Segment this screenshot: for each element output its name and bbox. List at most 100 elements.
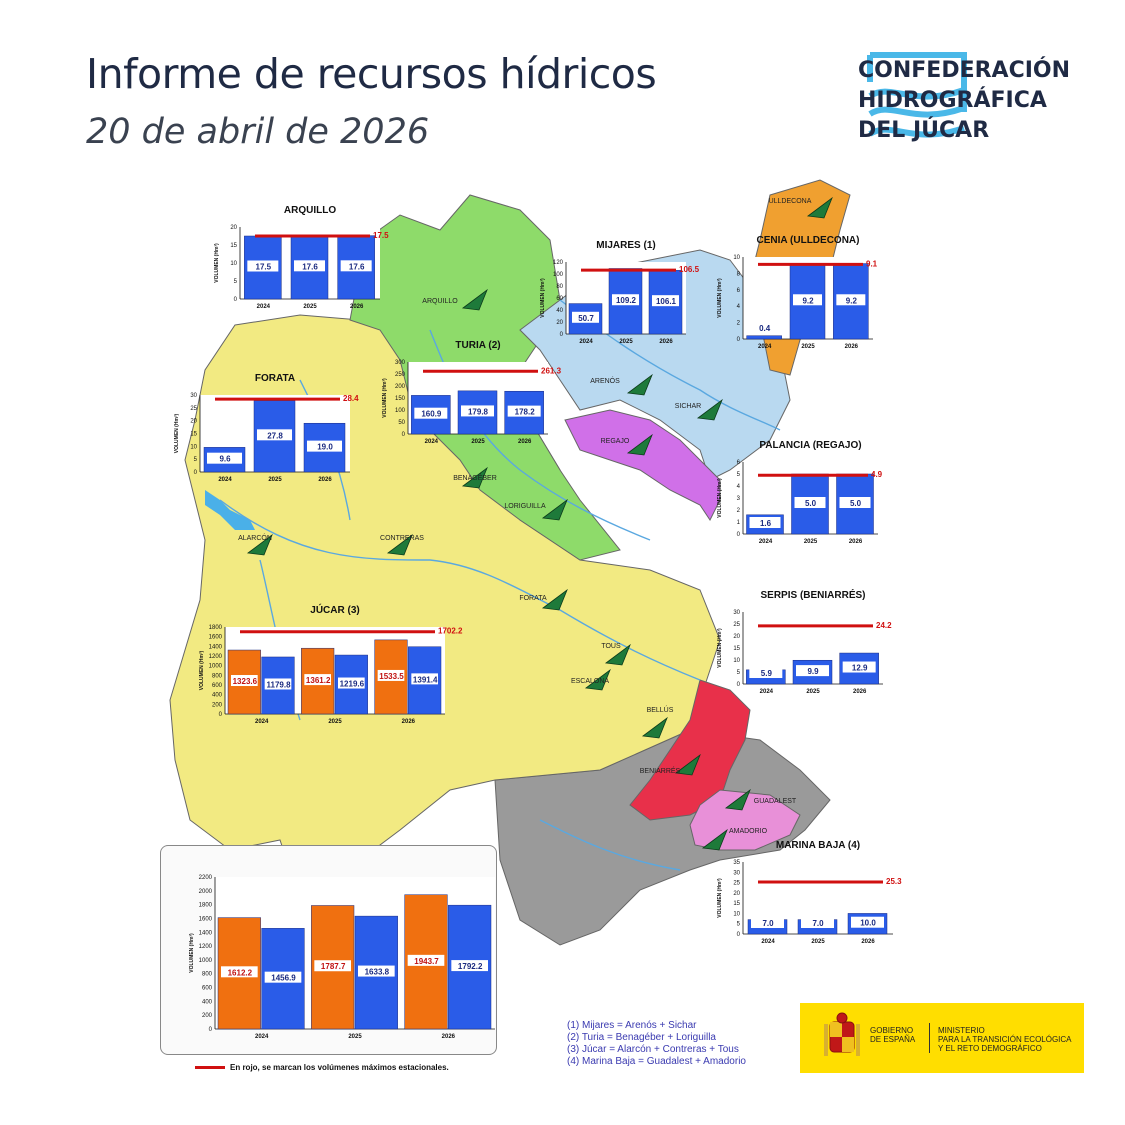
y-tick-label: 100	[553, 272, 564, 278]
data-label: 160.9	[421, 410, 442, 419]
data-label-box	[749, 517, 781, 528]
chart-title: CENIA (ULLDECONA)	[757, 235, 860, 246]
x-tick-label: 2026	[318, 477, 332, 483]
data-label: 9.2	[846, 296, 858, 305]
reservoir-label: AMADORIO	[729, 828, 768, 835]
data-label-box	[572, 311, 599, 323]
reservoir-marker-icon	[641, 716, 668, 739]
y-tick-label: 10	[190, 444, 197, 450]
y-tick-label: 5	[737, 670, 741, 676]
data-label: 19.0	[317, 443, 333, 452]
data-label-box	[839, 497, 871, 508]
y-tick-label: 100	[395, 408, 406, 414]
chart-arquillo: ARQUILLO 0 5 10 15 20 VOLUMEN (Hm³) 17.5 2024 17.…	[214, 205, 389, 310]
x-tick-label: 2025	[471, 439, 485, 445]
data-label-box	[652, 295, 679, 307]
y-axis-label: VOLUMEN (Hm³)	[214, 243, 220, 283]
data-label: 17.6	[302, 262, 318, 271]
y-tick-label: 30	[190, 393, 197, 399]
y-tick-label: 25	[190, 406, 197, 412]
x-tick-label: 2026	[659, 339, 673, 345]
reservoir-marker-icon	[806, 196, 833, 219]
data-label: 0.4	[759, 324, 771, 333]
y-tick-label: 15	[733, 646, 740, 652]
region-marina	[689, 789, 801, 851]
y-tick-label: 0	[402, 432, 406, 438]
reservoir-marker-icon	[604, 643, 631, 666]
x-tick-label: 2025	[268, 477, 282, 483]
reservoir-label: ALARCÓN	[238, 533, 272, 542]
summary-chart-panel	[160, 845, 497, 1055]
x-tick-label: 2025	[328, 719, 342, 725]
max-volume-label: 106.5	[679, 265, 700, 274]
y-tick-label: 2	[737, 321, 741, 327]
chart-title: JÚCAR (3)	[310, 603, 359, 616]
data-label: 7.0	[762, 919, 774, 928]
chart-title: SERPIS (BENIARRÉS)	[760, 588, 865, 601]
chart-jucar: JÚCAR (3) 0 200 400 600 800 1000 1200 1400 1600 18…	[199, 603, 463, 725]
gobierno-text: GOBIERNO DE ESPAÑA	[870, 1026, 916, 1044]
x-tick-label: 2024	[758, 344, 772, 350]
data-label-box	[801, 917, 834, 928]
max-volume-label: 9.1	[866, 259, 878, 268]
reservoir-marker-icon	[584, 668, 611, 691]
max-volume-label: 261.3	[541, 366, 562, 375]
x-tick-label: 2024	[425, 439, 439, 445]
y-tick-label: 10	[230, 261, 237, 267]
y-axis-label: VOLUMEN (Hm³)	[174, 413, 180, 453]
x-tick-label: 2025	[811, 939, 825, 945]
x-tick-label: 2024	[760, 689, 774, 695]
data-label: 17.6	[349, 262, 365, 271]
data-label-box	[612, 294, 639, 306]
x-tick-label: 2026	[402, 719, 416, 725]
y-tick-label: 60	[556, 296, 563, 302]
y-tick-label: 120	[553, 260, 564, 266]
data-label-box	[264, 678, 292, 690]
data-label: 27.8	[267, 431, 283, 440]
data-label: 1.6	[760, 519, 772, 528]
y-tick-label: 10	[733, 658, 740, 664]
reservoir-label: SICHAR	[675, 403, 701, 410]
y-tick-label: 40	[556, 308, 563, 314]
max-volume-legend-note: En rojo, se marcan los volúmenes máximos…	[230, 1063, 449, 1072]
data-label: 1323.6	[233, 677, 258, 686]
data-label: 17.5	[256, 263, 272, 272]
data-label: 9.6	[219, 455, 231, 464]
data-label-box	[411, 673, 438, 685]
data-label-box	[231, 675, 258, 687]
chart-mijares: MIJARES (1) 0 20 40 60 80 100 120 VOLUMEN (Hm³) 5…	[540, 240, 700, 345]
y-tick-label: 20	[733, 891, 740, 897]
x-tick-label: 2024	[257, 304, 271, 310]
chart-title: PALANCIA (REGAJO)	[759, 440, 861, 451]
coat-of-arms-icon	[824, 1012, 860, 1056]
y-tick-label: 600	[212, 683, 223, 689]
max-volume-label: 1702.2	[438, 627, 463, 636]
data-label-box	[796, 665, 829, 677]
reservoir-label: ULLDECONA	[769, 198, 812, 205]
reservoir-label: TOUS	[601, 643, 621, 650]
government-logo: GOBIERNO DE ESPAÑA MINISTERIO PARA LA TR…	[800, 1003, 1084, 1073]
y-tick-label: 20	[230, 225, 237, 231]
data-label: 5.0	[805, 499, 817, 508]
y-axis-label: VOLUMEN (Hm³)	[540, 278, 546, 318]
data-label-box	[304, 674, 331, 686]
reservoir-label: REGAJO	[601, 438, 630, 445]
reservoir-marker-icon	[386, 533, 413, 556]
data-label: 5.0	[850, 499, 862, 508]
chj-logo	[867, 52, 967, 138]
y-tick-label: 4	[737, 304, 741, 310]
chj-logo-text: CONFEDERACIÓN HIDROGRÁFICA DEL JÚCAR	[858, 58, 1071, 143]
y-tick-label: 4	[737, 484, 741, 490]
data-label: 50.7	[578, 314, 594, 323]
y-tick-label: 5	[194, 457, 198, 463]
y-tick-label: 800	[212, 673, 223, 679]
reservoir-label: LORIGUILLA	[504, 503, 546, 510]
chart-palancia: PALANCIA (REGAJO) 0 1 2 3 4 5 6 VOLUMEN (Hm³) 1.6…	[717, 440, 883, 545]
y-tick-label: 30	[733, 870, 740, 876]
region-serpis	[629, 679, 751, 821]
data-label-box	[749, 667, 783, 678]
y-axis-label: VOLUMEN (Hm³)	[717, 478, 723, 518]
data-label: 1361.2	[306, 676, 331, 685]
data-label-box	[751, 917, 784, 928]
